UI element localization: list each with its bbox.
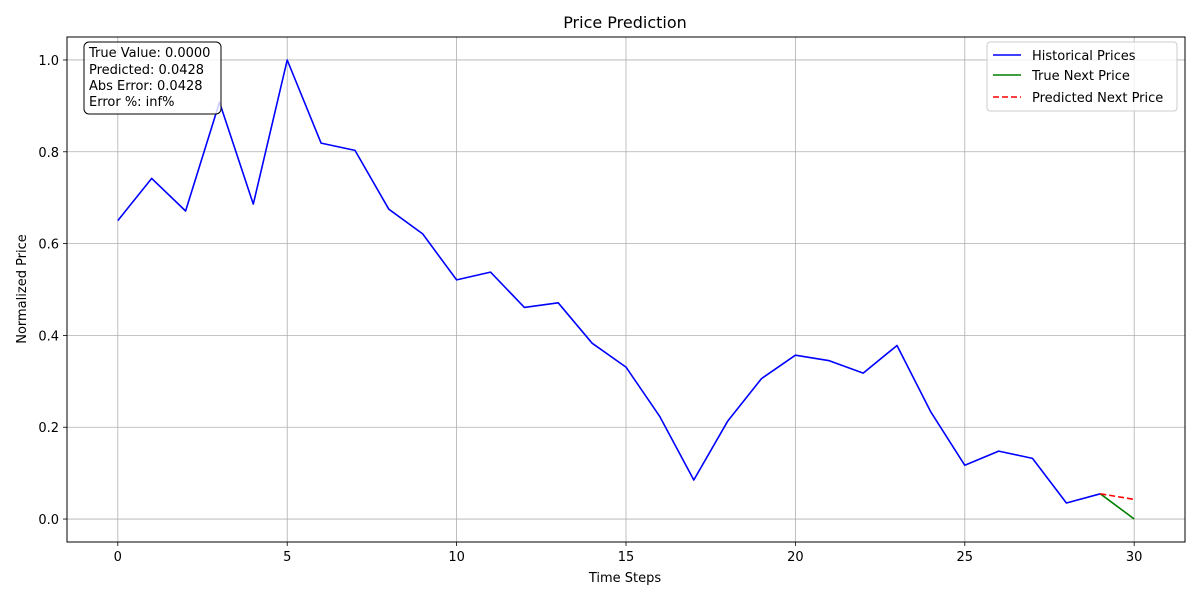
historical-prices-line [117, 59, 1101, 504]
legend-label-true: True Next Price [1031, 69, 1130, 84]
info-error-percent: Error %: inf% [89, 95, 174, 110]
x-tick-label: 5 [283, 550, 291, 565]
error-info-box: True Value: 0.0000 Predicted: 0.0428 Abs… [83, 41, 222, 115]
x-tick-label: 25 [957, 550, 974, 565]
grid-lines [67, 37, 1185, 542]
x-tick-label: 10 [448, 550, 465, 565]
y-tick-label: 0.2 [38, 421, 59, 436]
y-tick-label: 0.4 [38, 329, 59, 344]
legend-label-historical: Historical Prices [1032, 49, 1136, 64]
x-tick-label: 0 [114, 550, 122, 565]
info-predicted: Predicted: 0.0428 [89, 63, 204, 78]
y-axis-title: Normalized Price [15, 234, 30, 344]
x-tick-label: 15 [618, 550, 635, 565]
legend-label-predicted: Predicted Next Price [1032, 91, 1163, 106]
info-true-value: True Value: 0.0000 [88, 46, 210, 61]
legend: Historical Prices True Next Price Predic… [986, 41, 1178, 112]
predicted-next-price-line [1100, 493, 1135, 501]
y-tick-label: 0.0 [38, 513, 59, 528]
x-tick-label: 30 [1126, 550, 1143, 565]
chart-title: Price Prediction [563, 13, 687, 32]
y-tick-label: 0.8 [38, 146, 59, 161]
x-axis-title: Time Steps [588, 571, 662, 586]
series-lines [117, 59, 1135, 520]
true-next-price-line [1099, 493, 1135, 520]
y-tick-label: 1.0 [38, 54, 59, 69]
axis-ticks: 0 5 10 15 20 25 30 0.0 0.2 0.4 0.6 0.8 1.0 [38, 54, 1142, 565]
y-tick-label: 0.6 [38, 238, 59, 253]
x-tick-label: 20 [787, 550, 804, 565]
info-abs-error: Abs Error: 0.0428 [89, 79, 203, 94]
